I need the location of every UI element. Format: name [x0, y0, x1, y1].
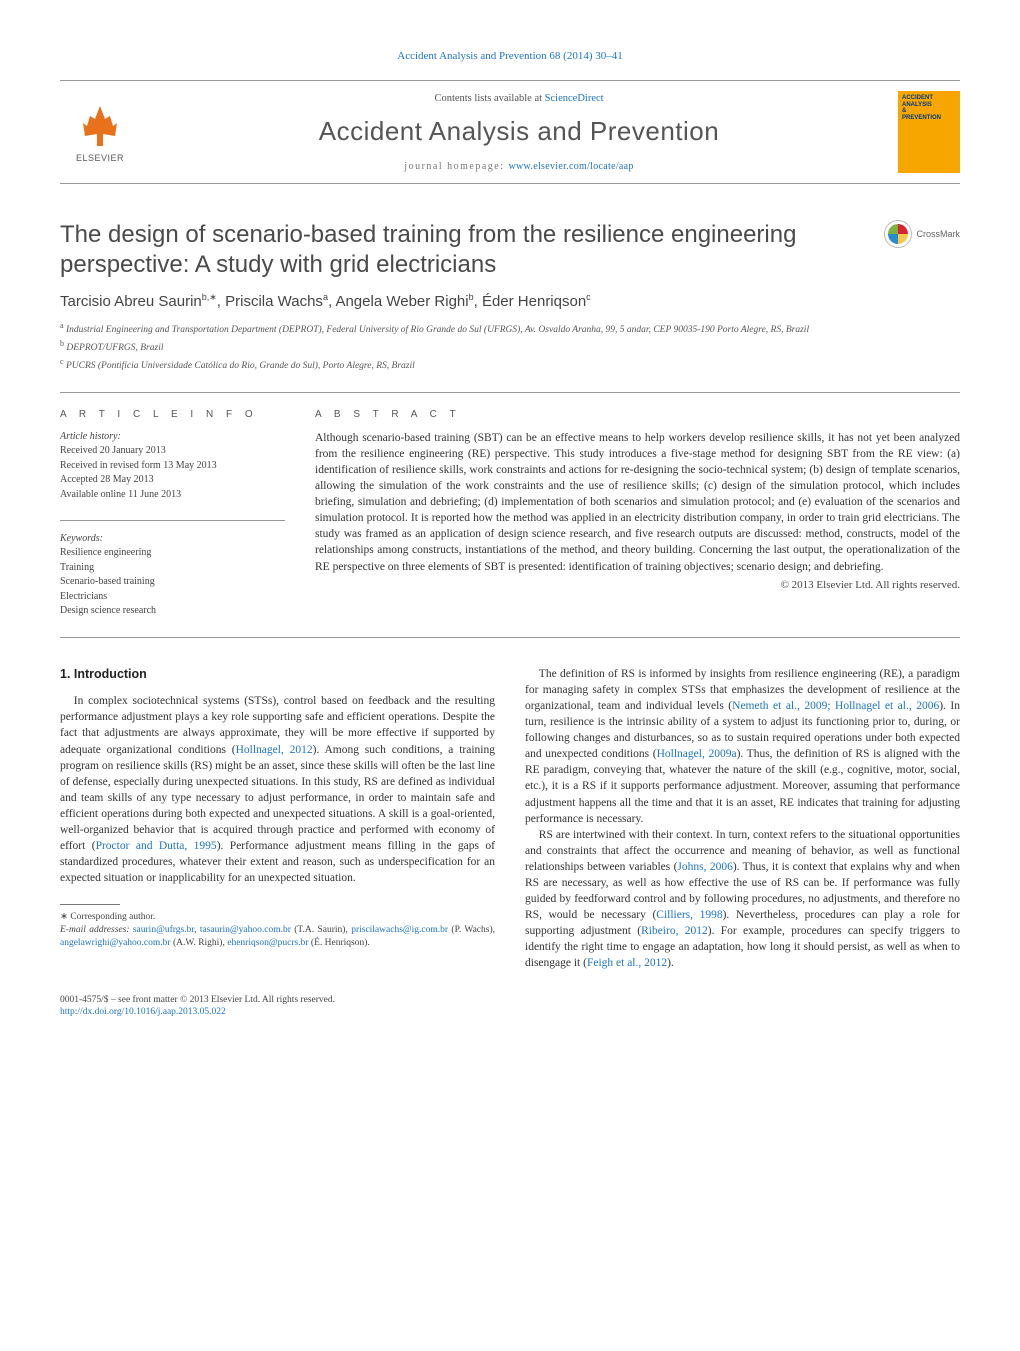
abstract-heading: A B S T R A C T	[315, 409, 960, 420]
email-label: E-mail addresses:	[60, 925, 130, 935]
history-accepted: Accepted 28 May 2013	[60, 474, 154, 485]
section-1-heading: 1. Introduction	[60, 666, 495, 684]
citation-feigh-2012[interactable]: Feigh et al., 2012	[587, 957, 667, 969]
keyword-4: Electricians	[60, 591, 107, 602]
author-4-affil: c	[586, 292, 591, 302]
email-1[interactable]: saurin@ufrgs.br	[133, 925, 194, 935]
footnote-rule	[60, 904, 120, 905]
keyword-2: Training	[60, 562, 94, 573]
history-online: Available online 11 June 2013	[60, 489, 181, 500]
cover-word-4: PREVENTION	[902, 115, 956, 122]
citation-cilliers-1998[interactable]: Cilliers, 1998	[656, 909, 722, 921]
history-label: Article history:	[60, 431, 121, 442]
keywords-list: Resilience engineering Training Scenario…	[60, 546, 285, 619]
cover-word-2: ANALYSIS	[902, 102, 956, 109]
author-1-affil: b,∗	[202, 292, 217, 302]
page-footer: 0001-4575/$ – see front matter © 2013 El…	[60, 994, 960, 1020]
keyword-3: Scenario-based training	[60, 576, 155, 587]
doi-link[interactable]: http://dx.doi.org/10.1016/j.aap.2013.05.…	[60, 1007, 226, 1017]
homepage-link[interactable]: www.elsevier.com/locate/aap	[509, 161, 634, 172]
body-text: 1. Introduction In complex sociotechnica…	[60, 666, 960, 972]
journal-header: ELSEVIER Contents lists available at Sci…	[60, 80, 960, 184]
footnotes: ∗ Corresponding author. E-mail addresses…	[60, 911, 495, 949]
affiliation-c: PUCRS (Pontifícia Universidade Católica …	[66, 361, 415, 371]
contents-prefix: Contents lists available at	[434, 93, 544, 104]
elsevier-tree-icon	[75, 101, 125, 151]
affiliation-a: Industrial Engineering and Transportatio…	[66, 325, 809, 335]
citation-proctor-dutta-1995[interactable]: Proctor and Dutta, 1995	[96, 840, 217, 852]
email-4[interactable]: angelawrighi@yahoo.com.br	[60, 938, 171, 948]
journal-cover-thumbnail[interactable]: ACCIDENT ANALYSIS & PREVENTION	[898, 91, 960, 173]
journal-title: Accident Analysis and Prevention	[140, 116, 898, 147]
citation-hollnagel-2012[interactable]: Hollnagel, 2012	[236, 744, 313, 756]
publisher-logo[interactable]: ELSEVIER	[60, 101, 140, 163]
citation-johns-2006[interactable]: Johns, 2006	[677, 861, 732, 873]
affiliation-b: DEPROT/UFRGS, Brazil	[66, 343, 163, 353]
author-2: , Priscila Wachs	[217, 293, 323, 310]
citation-ribeiro-2012[interactable]: Ribeiro, 2012	[641, 925, 708, 937]
crossmark-badge[interactable]: CrossMark	[884, 220, 960, 248]
keywords-label: Keywords:	[60, 533, 285, 544]
sciencedirect-link[interactable]: ScienceDirect	[545, 93, 604, 104]
paragraph-1: In complex sociotechnical systems (STSs)…	[60, 693, 495, 886]
paragraph-3: RS are intertwined with their context. I…	[525, 827, 960, 972]
corresponding-author: ∗ Corresponding author.	[60, 911, 495, 924]
paragraph-2: The definition of RS is informed by insi…	[525, 666, 960, 827]
publisher-name: ELSEVIER	[76, 153, 124, 163]
history-received: Received 20 January 2013	[60, 445, 166, 456]
homepage-label: journal homepage:	[404, 161, 508, 172]
crossmark-label: CrossMark	[916, 229, 960, 239]
keyword-1: Resilience engineering	[60, 547, 151, 558]
citation-nemeth-2009[interactable]: Nemeth et al., 2009; Hollnagel et al., 2…	[732, 700, 939, 712]
author-3: , Angela Weber Righi	[328, 293, 469, 310]
contents-available: Contents lists available at ScienceDirec…	[140, 93, 898, 104]
crossmark-icon	[884, 220, 912, 248]
keyword-5: Design science research	[60, 605, 156, 616]
citation-hollnagel-2009a[interactable]: Hollnagel, 2009a	[657, 748, 737, 760]
article-info-heading: A R T I C L E I N F O	[60, 409, 285, 420]
cover-word-3: &	[902, 108, 956, 115]
abstract-text: Although scenario-based training (SBT) c…	[315, 430, 960, 575]
issn-line: 0001-4575/$ – see front matter © 2013 El…	[60, 994, 960, 1007]
copyright-line: © 2013 Elsevier Ltd. All rights reserved…	[315, 579, 960, 591]
affiliations: a Industrial Engineering and Transportat…	[60, 320, 960, 374]
author-1: Tarcisio Abreu Saurin	[60, 293, 202, 310]
author-4: , Éder Henriqson	[474, 293, 587, 310]
email-3[interactable]: priscilawachs@ig.com.br	[351, 925, 448, 935]
email-5[interactable]: ehenriqson@pucrs.br	[227, 938, 308, 948]
article-title: The design of scenario-based training fr…	[60, 220, 884, 280]
email-2[interactable]: tasaurin@yahoo.com.br	[200, 925, 291, 935]
author-list: Tarcisio Abreu Saurinb,∗, Priscila Wachs…	[60, 292, 960, 310]
journal-citation: Accident Analysis and Prevention 68 (201…	[60, 50, 960, 62]
article-history: Article history: Received 20 January 201…	[60, 430, 285, 503]
cover-word-1: ACCIDENT	[902, 95, 956, 102]
email-addresses: E-mail addresses: saurin@ufrgs.br, tasau…	[60, 924, 495, 950]
history-revised: Received in revised form 13 May 2013	[60, 460, 217, 471]
journal-homepage: journal homepage: www.elsevier.com/locat…	[140, 161, 898, 172]
